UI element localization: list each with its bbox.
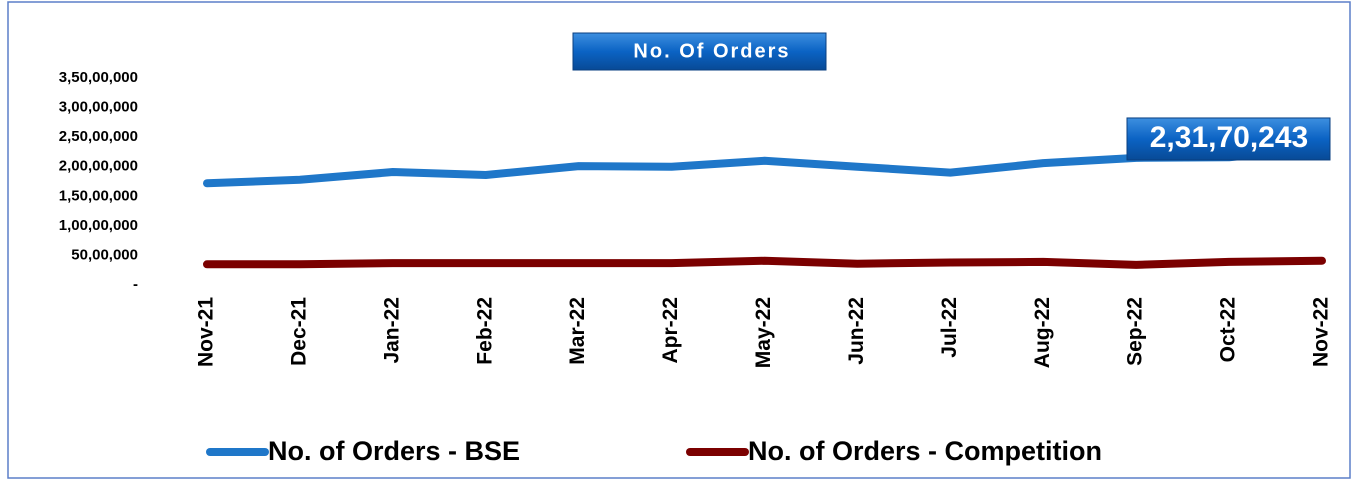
- x-tick-label: Jul-22: [938, 297, 961, 358]
- data-label-box: [1126, 117, 1331, 161]
- x-tick-label: Aug-22: [1031, 297, 1054, 368]
- x-tick-label: Feb-22: [473, 297, 496, 365]
- legend-label: No. of Orders - Competition: [748, 436, 1102, 466]
- y-tick-label: -: [133, 276, 138, 293]
- x-tick-label: Dec-21: [287, 297, 310, 366]
- y-tick-label: 50,00,000: [71, 246, 138, 263]
- x-tick-label: May-22: [752, 297, 775, 368]
- x-tick-label: Sep-22: [1124, 297, 1147, 366]
- legend-label: No. of Orders - BSE: [268, 436, 520, 466]
- chart-title: No. Of Orders: [633, 40, 790, 62]
- y-tick-label: 3,00,00,000: [59, 99, 138, 116]
- y-tick-label: 2,50,00,000: [59, 128, 138, 145]
- x-tick-label: Mar-22: [566, 297, 589, 365]
- x-tick-label: Nov-21: [195, 297, 218, 367]
- y-tick-label: 3,50,00,000: [59, 69, 138, 86]
- x-tick-label: Oct-22: [1217, 297, 1240, 362]
- y-tick-label: 1,00,00,000: [59, 217, 138, 234]
- title-box: [572, 32, 827, 71]
- x-tick-label: Nov-22: [1310, 297, 1333, 367]
- x-tick-label: Jun-22: [845, 297, 868, 365]
- y-tick-label: 1,50,00,000: [59, 187, 138, 204]
- x-tick-label: Apr-22: [659, 297, 682, 364]
- chart-border: [7, 1, 1351, 479]
- series-line: [203, 256, 1326, 269]
- x-tick-label: Jan-22: [380, 297, 403, 364]
- data-label: 2,31,70,243: [1150, 121, 1308, 154]
- y-tick-label: 2,00,00,000: [59, 158, 138, 175]
